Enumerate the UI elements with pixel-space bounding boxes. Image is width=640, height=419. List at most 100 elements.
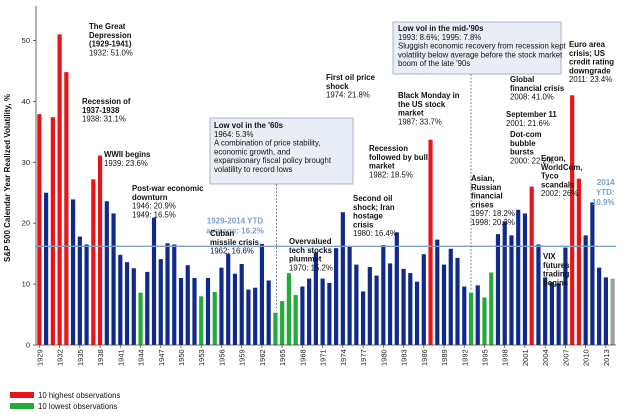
- bar-1937: [91, 179, 96, 345]
- bar-2002: [529, 186, 534, 345]
- y-axis-label: S&P 500 Calendar Year Realized Volatilit…: [3, 94, 12, 262]
- annotation-line: VIX: [543, 252, 556, 261]
- annotation-line: trading: [543, 270, 570, 279]
- annotation-line: 1997: 18.2%: [471, 209, 515, 218]
- annotation-line: (1929-1941): [89, 40, 132, 49]
- x-tick-label: 1968: [298, 349, 307, 366]
- bar-1994: [475, 285, 480, 345]
- bar-1935: [77, 236, 82, 345]
- bar-2005: [549, 282, 555, 345]
- annotation-line: crisis; US: [569, 49, 605, 58]
- bar-1968: [300, 286, 305, 345]
- annotation-line: market: [398, 109, 424, 118]
- annotation-line: WWII begins: [104, 150, 151, 159]
- x-tick-label: 2001: [521, 349, 530, 366]
- bar-2011: [590, 202, 595, 345]
- x-tick-label: 1947: [157, 349, 166, 366]
- x-tick-label: 1995: [480, 349, 489, 366]
- annotation-line: Low vol in the '60s: [214, 121, 284, 130]
- current-year-label: 2014 YTD: 10.9%: [592, 178, 615, 207]
- bar-2000: [516, 209, 521, 345]
- bar-1942: [124, 262, 130, 345]
- annotation-line: boom of the late '90s: [398, 59, 470, 68]
- annotation-line: missile crisis: [210, 238, 260, 247]
- annotation-line: 1939: 23.6%: [104, 159, 148, 168]
- bar-1929: [37, 114, 42, 346]
- annotation-line: Recession of: [82, 97, 131, 106]
- annotation-line: Global: [510, 75, 534, 84]
- annotation-line: volatility below average before the stoc…: [398, 50, 563, 59]
- annotation-line: financial: [471, 192, 503, 201]
- y-tick-label: 10: [22, 280, 30, 289]
- bar-1941: [118, 254, 123, 345]
- annotation-line: First oil price: [326, 73, 376, 82]
- bar-1995: [482, 297, 487, 345]
- bar-2008: [570, 95, 575, 345]
- annotation-line: 1982: 18.5%: [369, 170, 413, 179]
- annotation-line: The Great: [89, 22, 126, 31]
- bar-1948: [165, 243, 170, 345]
- x-tick-label: 1929: [35, 349, 44, 366]
- annotation-line: Dot-com: [510, 130, 542, 139]
- annotation-line: 2008: 41.0%: [510, 93, 554, 102]
- bar-1957: [226, 253, 231, 345]
- annotation-box: [209, 117, 354, 185]
- annotation-line: shock; Iran: [353, 203, 395, 212]
- bar-1985: [414, 281, 420, 345]
- bar-1951: [185, 265, 190, 345]
- x-tick-label: 1956: [217, 349, 226, 366]
- bar-1984: [408, 273, 413, 345]
- y-tick-label: 30: [22, 158, 30, 167]
- bar-1939: [104, 201, 109, 345]
- bar-2003: [536, 244, 541, 345]
- bar-1947: [158, 259, 163, 345]
- bar-1954: [205, 278, 211, 345]
- x-tick-label: 2004: [541, 349, 550, 366]
- bar-1945: [145, 271, 150, 345]
- annotation-line: expansionary fiscal policy brought: [214, 156, 332, 165]
- bar-1989: [441, 264, 447, 345]
- annotation-line: 1964: 5.3%: [214, 130, 254, 139]
- bar-1952: [192, 278, 197, 345]
- annotation-line: 1937-1938: [82, 106, 120, 115]
- annotation-line: begins: [543, 278, 569, 287]
- bar-1962: [259, 243, 265, 345]
- annotation-line: WorldCom,: [541, 163, 582, 172]
- x-tick-label: 1935: [76, 349, 85, 366]
- annotation-line: Depression: [89, 31, 132, 40]
- annotation-line: 2000: 22.2%: [510, 156, 554, 165]
- bar-1991: [455, 257, 460, 345]
- annotation-line: 1980: 16.4%: [353, 229, 397, 238]
- bar-1932: [57, 34, 62, 345]
- chart-bars: [37, 34, 615, 346]
- annotation-line: A combination of price stability,: [214, 139, 320, 148]
- annotation-line: the US stock: [398, 100, 446, 109]
- bar-1975: [347, 246, 352, 345]
- bar-1997: [495, 234, 501, 345]
- bar-2012: [597, 267, 602, 345]
- x-tick-label: 2013: [602, 349, 611, 366]
- bar-1934: [71, 199, 76, 345]
- bar-2010: [583, 235, 588, 345]
- bar-1967: [293, 295, 298, 345]
- annotation-line: financial crisis: [510, 84, 565, 93]
- x-tick-label: 1986: [420, 349, 429, 366]
- bar-1943: [131, 268, 136, 345]
- bar-1950: [178, 278, 184, 345]
- x-tick-label: 1998: [501, 349, 510, 366]
- bar-1936: [84, 244, 89, 345]
- bar-2014: [610, 278, 615, 345]
- x-tick-label: 1989: [440, 349, 449, 366]
- x-tick-label: 1944: [137, 349, 146, 366]
- annotation-line: Low vol in the mid-'90s: [398, 24, 484, 33]
- x-tick-label: 1980: [379, 349, 388, 366]
